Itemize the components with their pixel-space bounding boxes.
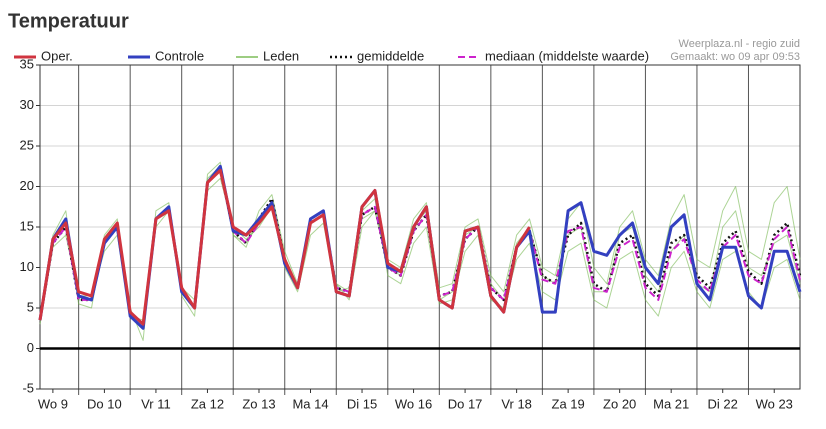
x-tick-label: Za 19 bbox=[552, 396, 585, 411]
y-tick-label: 25 bbox=[20, 137, 34, 152]
x-tick-label: Di 22 bbox=[708, 396, 738, 411]
x-tick-label: Do 10 bbox=[87, 396, 122, 411]
member-line bbox=[39, 177, 801, 325]
legend-label: Oper. bbox=[41, 48, 73, 63]
y-tick-label: 30 bbox=[20, 97, 34, 112]
y-tick-label: 10 bbox=[20, 259, 34, 274]
x-tick-label: Wo 23 bbox=[756, 396, 793, 411]
x-tick-label: Ma 14 bbox=[292, 396, 328, 411]
plot-frame bbox=[39, 64, 801, 390]
chart-title: Temperatuur bbox=[8, 10, 129, 32]
member-line bbox=[39, 161, 801, 341]
x-tick-label: Do 17 bbox=[448, 396, 483, 411]
x-tick-label: Zo 20 bbox=[603, 396, 636, 411]
legend-label: Controle bbox=[155, 48, 204, 63]
source: Weerplaza.nl - regio zuid bbox=[679, 38, 800, 50]
y-tick-label: -5 bbox=[22, 380, 34, 395]
x-tick-label: Wo 9 bbox=[38, 396, 68, 411]
legend-label: gemiddelde bbox=[357, 48, 424, 63]
y-tick-label: 35 bbox=[20, 56, 34, 71]
x-tick-label: Ma 21 bbox=[653, 396, 689, 411]
y-tick-label: 5 bbox=[27, 299, 34, 314]
x-tick-label: Wo 16 bbox=[395, 396, 432, 411]
x-tick-label: Vr 11 bbox=[141, 396, 171, 411]
series-line bbox=[38, 168, 531, 326]
legend-label: Leden bbox=[263, 48, 299, 63]
x-tick-label: Zo 13 bbox=[242, 396, 275, 411]
created: Gemaakt: wo 09 apr 09:53 bbox=[670, 51, 800, 63]
y-tick-label: 0 bbox=[27, 340, 34, 355]
x-tick-label: Di 15 bbox=[347, 396, 377, 411]
x-tick-label: Za 12 bbox=[191, 396, 224, 411]
legend-label: mediaan (middelste waarde) bbox=[485, 48, 649, 63]
y-tick-label: 20 bbox=[20, 178, 34, 193]
x-tick-label: Vr 18 bbox=[501, 396, 532, 411]
y-tick-label: 15 bbox=[20, 218, 34, 233]
